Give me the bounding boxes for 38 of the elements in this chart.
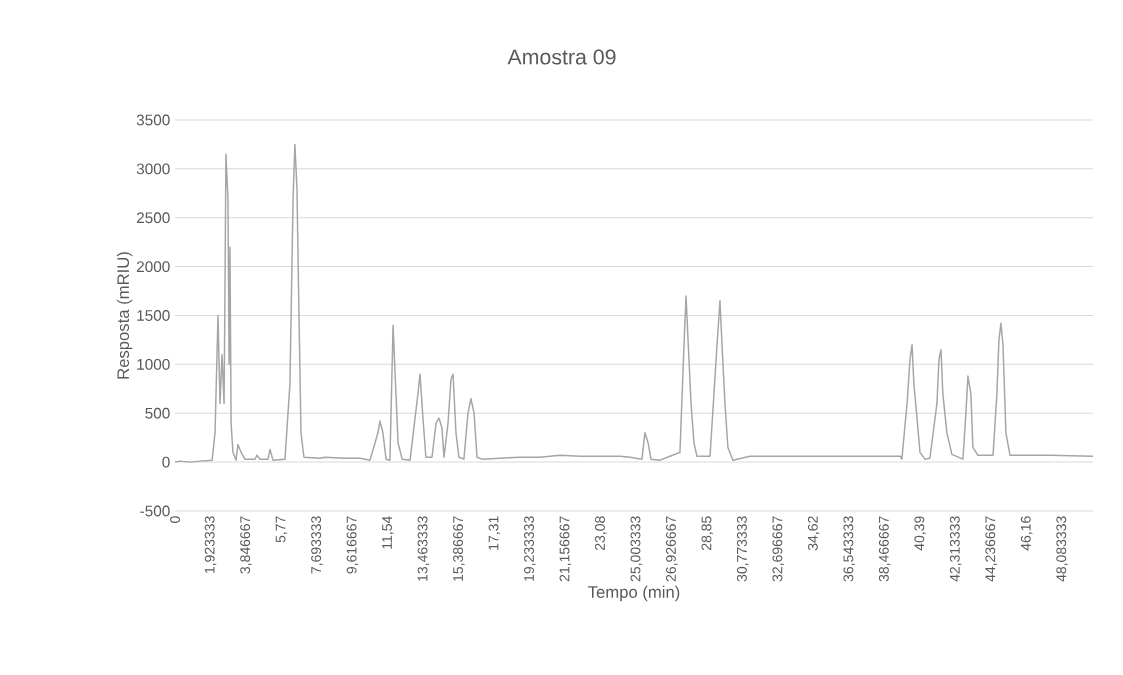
- y-axis-title: Resposta (mRIU): [116, 252, 133, 379]
- x-axis-title: Tempo (min): [588, 585, 680, 602]
- x-tick-label: 36,543333: [843, 516, 855, 582]
- x-tick-label: 3,846667: [240, 516, 252, 574]
- x-tick-label: 38,466667: [878, 516, 891, 582]
- x-tick-label: 28,85: [701, 516, 714, 551]
- chart-title: Amostra 09: [507, 49, 616, 65]
- x-tick-label: 44,236667: [985, 516, 997, 582]
- x-tick-label: 25,003333: [630, 516, 643, 582]
- x-tick-label: 23,08: [595, 516, 607, 551]
- x-tick-label: 11,54: [382, 516, 394, 549]
- y-tick-label: 1500: [137, 310, 170, 321]
- x-tick-label: 19,233333: [524, 516, 536, 581]
- y-tick-label: 2000: [136, 261, 170, 273]
- x-tick-label: 0: [170, 516, 180, 523]
- x-tick-label: 5,77: [275, 516, 288, 543]
- x-tick-label: 46,16: [1020, 516, 1033, 551]
- x-tick-label: 17,31: [488, 516, 501, 550]
- y-tick-label: 3000: [136, 163, 170, 175]
- y-tick-label: 1000: [137, 358, 170, 370]
- x-tick-label: 15,386667: [453, 516, 465, 581]
- x-tick-label: 13,463333: [417, 516, 430, 581]
- x-tick-label: 34,62: [807, 516, 820, 551]
- y-tick-label: 2500: [136, 212, 170, 224]
- y-tick-label: -500: [140, 505, 170, 517]
- y-tick-label: 3500: [136, 114, 170, 126]
- x-tick-label: 32,696667: [772, 516, 785, 582]
- y-tick-label: 500: [145, 407, 170, 419]
- x-tick-label: 30,773333: [736, 516, 749, 582]
- x-tick-label: 21,156667: [559, 516, 572, 582]
- x-tick-label: 40,39: [914, 516, 926, 551]
- y-tick-label: 0: [162, 456, 170, 468]
- x-tick-label: 42,313333: [949, 516, 962, 582]
- x-tick-label: 9,616667: [346, 516, 359, 574]
- x-tick-label: 1,923333: [204, 516, 217, 574]
- x-tick-label: 7,693333: [311, 516, 323, 574]
- x-tick-label: 48,083333: [1056, 516, 1068, 582]
- x-tick-label: 26,926667: [665, 516, 678, 582]
